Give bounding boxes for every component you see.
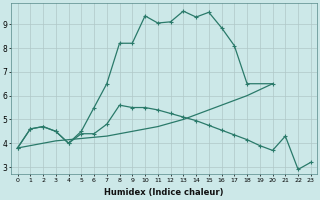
X-axis label: Humidex (Indice chaleur): Humidex (Indice chaleur)	[104, 188, 224, 197]
